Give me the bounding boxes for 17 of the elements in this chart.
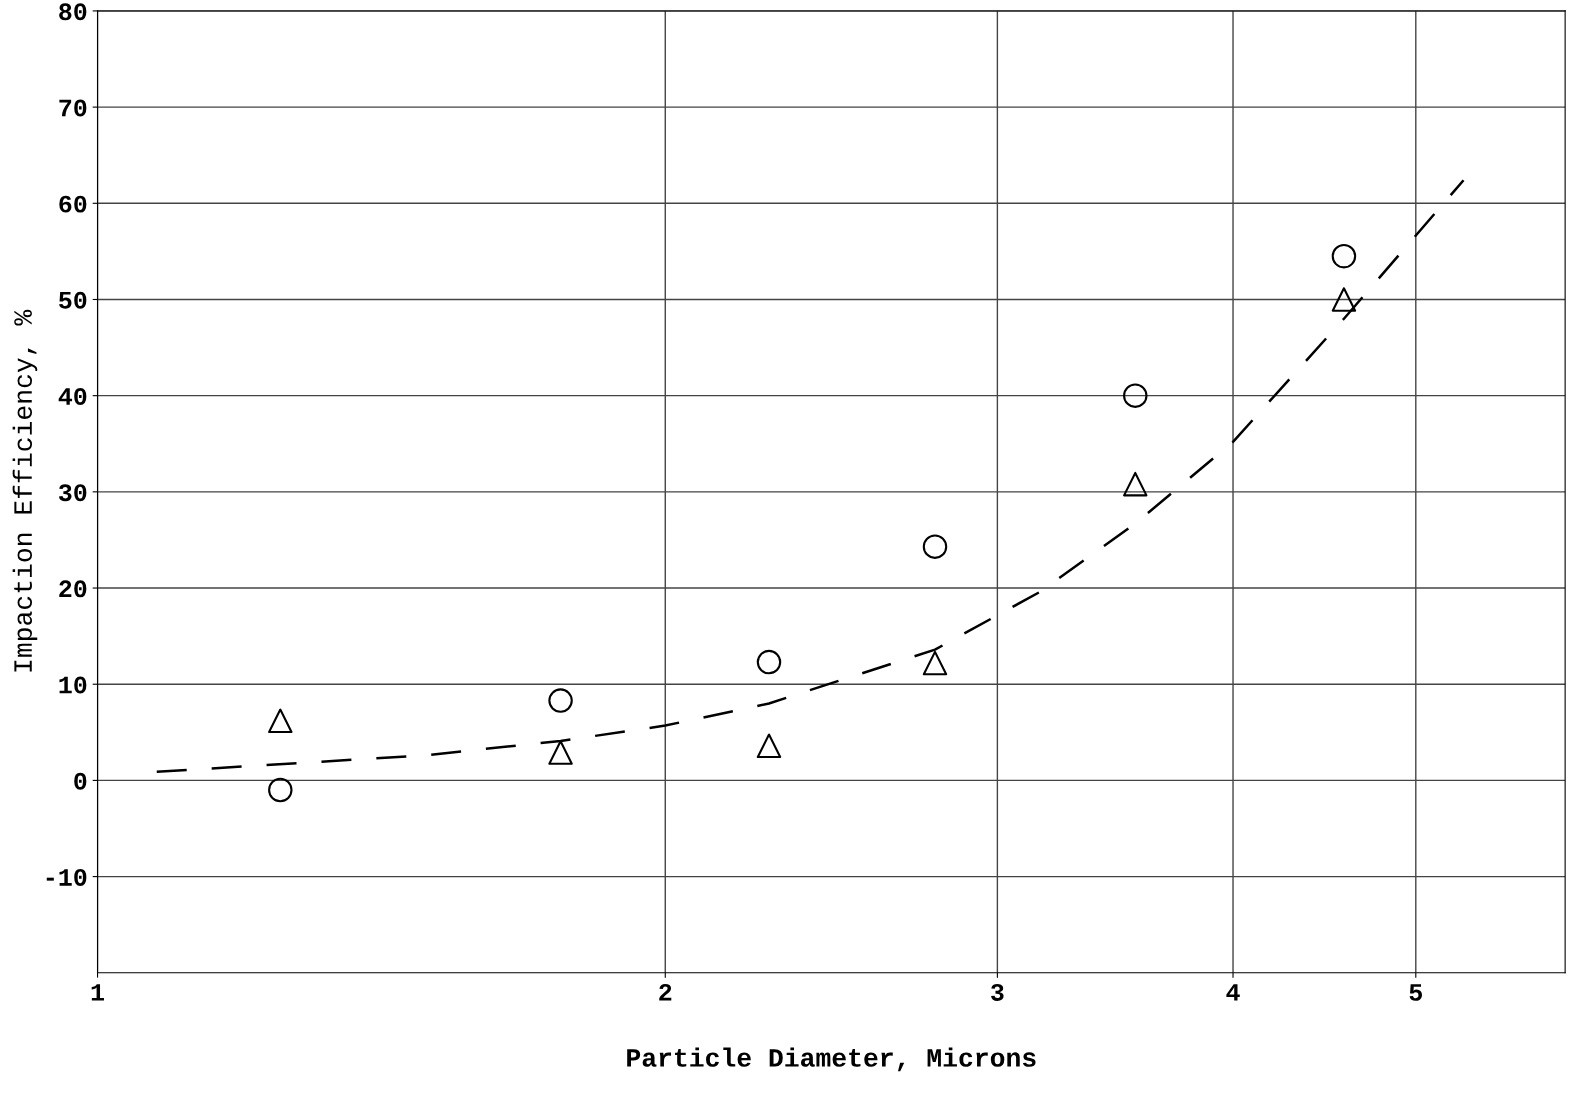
x-tick-label: 4 bbox=[1226, 984, 1240, 1001]
y-axis-title: Impaction Efficiency, % bbox=[12, 309, 38, 672]
y-tick-label: 20 bbox=[59, 580, 87, 598]
x-tick-label: 5 bbox=[1409, 984, 1422, 1001]
y-tick-label: 0 bbox=[74, 772, 87, 790]
y-tick-label: 10 bbox=[59, 676, 87, 694]
y-tick-label: -10 bbox=[46, 868, 87, 886]
x-axis-title: Particle Diameter, Microns bbox=[627, 1047, 1036, 1072]
y-tick-label: 70 bbox=[59, 99, 87, 117]
y-tick-label: 60 bbox=[59, 195, 87, 213]
y-tick-label: 30 bbox=[58, 484, 87, 502]
y-tick-label: 50 bbox=[59, 291, 87, 309]
x-tick-label: 3 bbox=[991, 983, 1004, 1001]
x-tick-label: 1 bbox=[91, 984, 104, 1001]
x-tick-label: 2 bbox=[659, 983, 672, 1001]
y-tick-label: 80 bbox=[59, 3, 87, 21]
y-tick-label: 40 bbox=[58, 388, 87, 405]
